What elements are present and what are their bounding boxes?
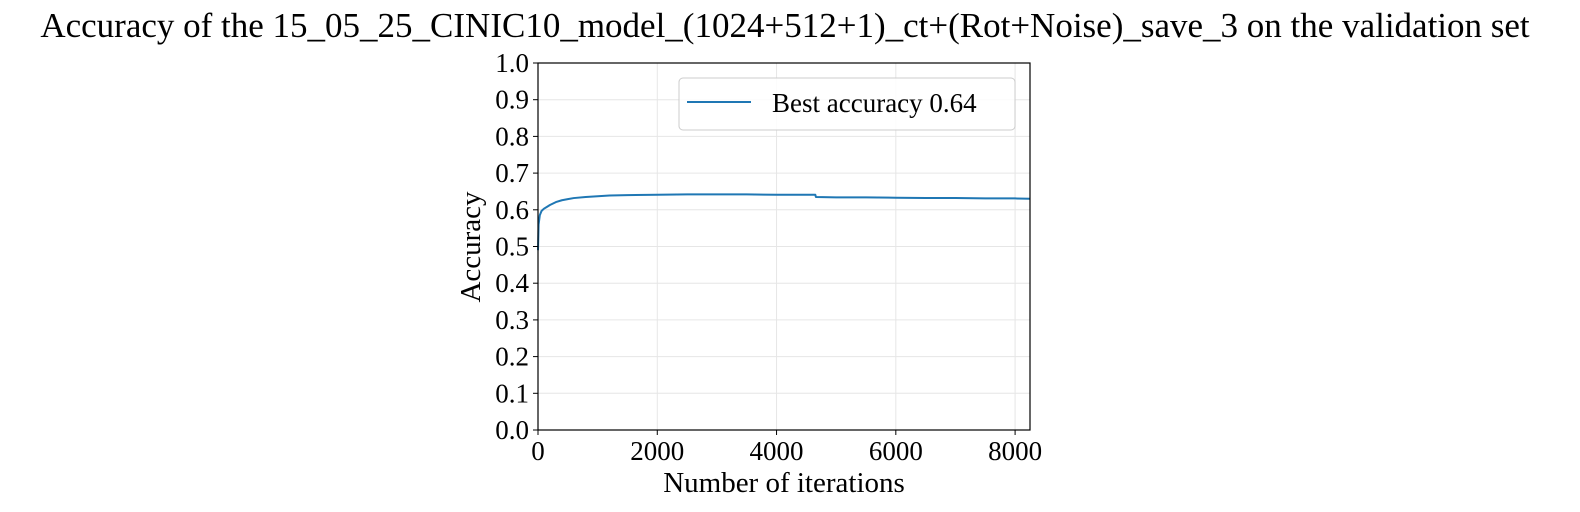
x-axis-label: Number of iterations [663,467,905,499]
y-tick-label: 0.6 [495,195,529,225]
y-axis-label: Accuracy [455,191,487,303]
y-tick-label: 0.2 [495,342,529,372]
x-tick-label: 2000 [630,436,684,466]
x-tick-label: 6000 [869,436,923,466]
x-tick-label: 8000 [988,436,1042,466]
y-tick-label: 0.8 [495,121,529,151]
y-axis-ticks: 0.0 0.1 0.2 0.3 0.4 0.5 0.6 0.7 0.8 0.9 1.0 [495,48,538,445]
y-tick-label: 0.7 [495,158,529,188]
y-tick-label: 1.0 [495,48,529,78]
legend: Best accuracy 0.64 [678,77,1016,131]
y-tick-label: 0.9 [495,85,529,115]
legend-label: Best accuracy 0.64 [772,88,977,118]
chart-title: Accuracy of the 15_05_25_CINIC10_model_(… [40,6,1530,45]
x-tick-label: 0 [531,436,545,466]
y-tick-label: 0.4 [495,268,529,298]
y-tick-label: 0.0 [495,415,529,445]
x-axis-ticks: 0 2000 4000 6000 8000 [531,430,1042,466]
x-tick-label: 4000 [750,436,804,466]
y-tick-label: 0.3 [495,305,529,335]
accuracy-series-line [537,193,1031,251]
y-tick-label: 0.5 [495,232,529,262]
y-tick-label: 0.1 [495,378,529,408]
legend-box [678,77,1016,131]
series-layer [537,193,1031,251]
